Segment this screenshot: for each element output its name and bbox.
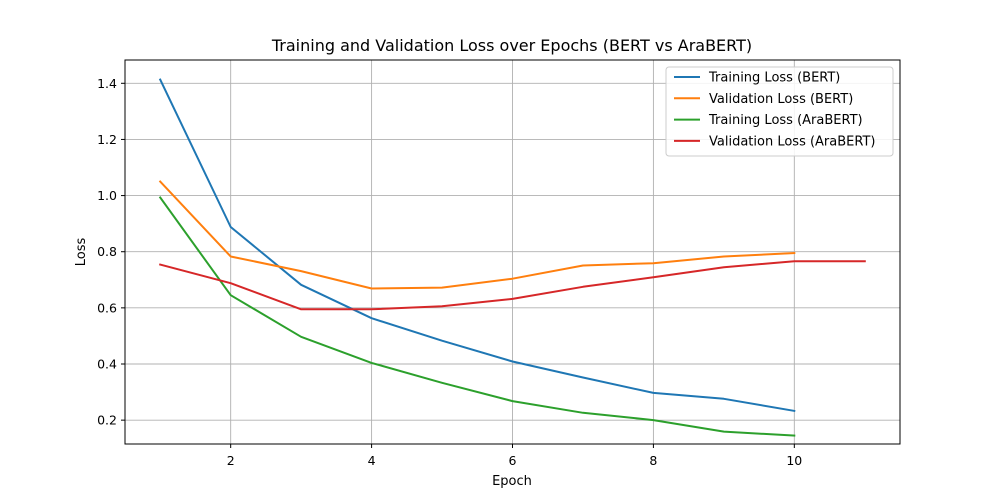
series-line-2 <box>158 180 796 290</box>
series-line-3 <box>158 196 796 437</box>
x-axis-label: Epoch <box>492 474 532 489</box>
y-axis-label: Loss <box>74 238 89 267</box>
legend-box <box>665 66 894 157</box>
legend-label: Validation Loss (AraBERT) <box>709 134 875 149</box>
y-tick-label: 0.6 <box>97 300 117 315</box>
x-tick-label: 8 <box>649 453 657 468</box>
grid <box>125 60 900 444</box>
y-tick-label: 1.0 <box>97 188 117 203</box>
legend-label: Training Loss (AraBERT) <box>708 113 863 128</box>
x-tick-label: 10 <box>786 453 802 468</box>
series-line-4 <box>158 260 866 311</box>
series-line-1 <box>158 78 796 413</box>
y-tick-label: 0.2 <box>97 413 117 428</box>
x-tick-label: 4 <box>368 453 376 468</box>
x-axis-ticks: 2 4 6 8 10 <box>227 444 802 468</box>
chart-title: Training and Validation Loss over Epochs… <box>271 36 752 55</box>
x-tick-label: 6 <box>509 453 517 468</box>
legend: Training Loss (BERT) Validation Loss (BER… <box>665 66 894 157</box>
x-tick-label: 2 <box>227 453 235 468</box>
legend-label: Validation Loss (BERT) <box>709 92 853 107</box>
series-lines <box>158 78 866 437</box>
y-tick-label: 1.4 <box>97 76 117 91</box>
y-tick-label: 0.4 <box>97 357 117 372</box>
legend-label: Training Loss (BERT) <box>708 71 840 86</box>
y-axis-ticks: 0.2 0.4 0.6 0.8 1.0 1.2 1.4 <box>97 76 125 428</box>
y-tick-label: 1.2 <box>97 132 117 147</box>
y-tick-label: 0.8 <box>97 244 117 259</box>
